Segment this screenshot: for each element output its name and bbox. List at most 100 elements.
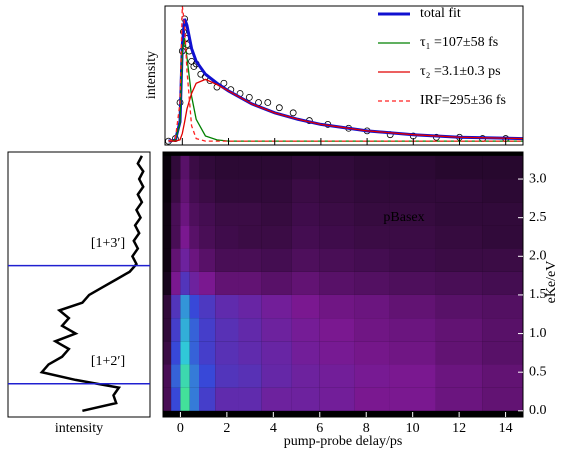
heatmap-cell bbox=[261, 294, 292, 319]
x-tick-label: 10 bbox=[406, 421, 420, 436]
heatmap-cell bbox=[389, 294, 436, 319]
heatmap-cell bbox=[261, 248, 292, 272]
heatmap-cell bbox=[319, 225, 355, 249]
heatmap-cell bbox=[319, 271, 355, 295]
heatmap-cell bbox=[189, 318, 199, 342]
heatmap-cell bbox=[238, 318, 262, 342]
heatmap-cell bbox=[163, 318, 172, 342]
heatmap-cell bbox=[238, 155, 262, 180]
heatmap-cell bbox=[180, 155, 190, 180]
heatmap-cell bbox=[482, 318, 523, 342]
heatmap-cell bbox=[238, 271, 262, 295]
x-tick-label: 14 bbox=[499, 421, 513, 436]
data-point bbox=[264, 99, 272, 106]
x-tick-label: 2 bbox=[223, 421, 230, 436]
heatmap-cell bbox=[354, 179, 390, 203]
x-tick-label: 6 bbox=[316, 421, 323, 436]
heatmap-cell bbox=[261, 202, 292, 226]
heatmap-cell bbox=[389, 248, 436, 272]
heatmap-cell bbox=[482, 248, 523, 272]
heatmap-cell bbox=[435, 387, 483, 411]
heatmap-cell bbox=[163, 248, 172, 272]
spectrum-line bbox=[39, 155, 145, 413]
heatmap-cell bbox=[319, 318, 355, 342]
heatmap-cell bbox=[238, 294, 262, 319]
heatmap-cell bbox=[354, 225, 390, 249]
legend-label: IRF=295±36 fs bbox=[420, 93, 506, 108]
heatmap-cell bbox=[261, 364, 292, 388]
plot-bg bbox=[165, 6, 523, 145]
heatmap-cell bbox=[171, 179, 181, 203]
heatmap-cell bbox=[163, 271, 172, 295]
heatmap-cell bbox=[199, 248, 216, 272]
heatmap-cell bbox=[171, 294, 181, 319]
heatmap-cell bbox=[389, 225, 436, 249]
heatmap-cell bbox=[163, 202, 172, 226]
heatmap-cell bbox=[189, 248, 199, 272]
heatmap-cell bbox=[354, 248, 390, 272]
x-tick-label: 0 bbox=[177, 421, 184, 436]
y-tick-label: 2.0 bbox=[529, 249, 547, 264]
heatmap-cell bbox=[171, 364, 181, 388]
x-tick-label: 8 bbox=[363, 421, 370, 436]
x-tick-label: 4 bbox=[270, 421, 277, 436]
heatmap-cell bbox=[354, 364, 390, 388]
heatmap-cell bbox=[482, 155, 523, 180]
heatmap-cell bbox=[354, 341, 390, 365]
heatmap-cell bbox=[354, 202, 390, 226]
heatmap-cell bbox=[261, 225, 292, 249]
heatmap-cell bbox=[163, 387, 172, 411]
x-axis-label: pump-probe delay/ps bbox=[284, 434, 403, 449]
heatmap-cell bbox=[435, 202, 483, 226]
heatmap-cell bbox=[291, 318, 320, 342]
heatmap-cell bbox=[291, 225, 320, 249]
heatmap-cell bbox=[389, 271, 436, 295]
heatmap-cell bbox=[261, 271, 292, 295]
heatmap-cell bbox=[180, 364, 190, 388]
heatmap-cell bbox=[163, 364, 172, 388]
heatmap-cell bbox=[482, 271, 523, 295]
heatmap-cell bbox=[199, 387, 216, 411]
heatmap-cell bbox=[171, 271, 181, 295]
heatmap-cell bbox=[389, 179, 436, 203]
heatmap-cell bbox=[199, 294, 216, 319]
heatmap-cell bbox=[291, 248, 320, 272]
heatmap-cell bbox=[319, 179, 355, 203]
heatmap-cell bbox=[238, 387, 262, 411]
heatmap-cell bbox=[215, 271, 239, 295]
heatmap-cell bbox=[389, 364, 436, 388]
heatmap-cell bbox=[199, 179, 216, 203]
legend-label: τ₂ =3.1±0.3 ps bbox=[420, 64, 501, 79]
heatmap-cell bbox=[291, 387, 320, 411]
heatmap-cell bbox=[199, 225, 216, 249]
heatmap-cell bbox=[319, 387, 355, 411]
heatmap-cell bbox=[199, 202, 216, 226]
heatmap-cell bbox=[180, 341, 190, 365]
heatmap-cell bbox=[199, 318, 216, 342]
heatmap-cell bbox=[291, 364, 320, 388]
heatmap-cell bbox=[482, 364, 523, 388]
heatmap-cell bbox=[261, 318, 292, 342]
heatmap-cell bbox=[354, 271, 390, 295]
heatmap-cell bbox=[171, 318, 181, 342]
heatmap-cell bbox=[319, 364, 355, 388]
heatmap-cell bbox=[215, 364, 239, 388]
heatmap-cell bbox=[171, 387, 181, 411]
annotation-label: [1+3′] bbox=[91, 236, 125, 251]
heatmap-cell bbox=[180, 294, 190, 319]
heatmap-cell bbox=[163, 179, 172, 203]
heatmap-cell bbox=[189, 202, 199, 226]
heatmap-cell bbox=[171, 155, 181, 180]
heatmap-cell bbox=[199, 155, 216, 180]
heatmap-cell bbox=[189, 387, 199, 411]
heatmap-cell bbox=[435, 294, 483, 319]
heatmap-cell bbox=[189, 271, 199, 295]
y-tick-label: 2.5 bbox=[529, 210, 547, 225]
heatmap-cell bbox=[435, 179, 483, 203]
heatmap-cell bbox=[238, 341, 262, 365]
heatmap-cell bbox=[215, 294, 239, 319]
data-point bbox=[289, 109, 297, 117]
heatmap-cell bbox=[319, 341, 355, 365]
heatmap-cell bbox=[238, 248, 262, 272]
